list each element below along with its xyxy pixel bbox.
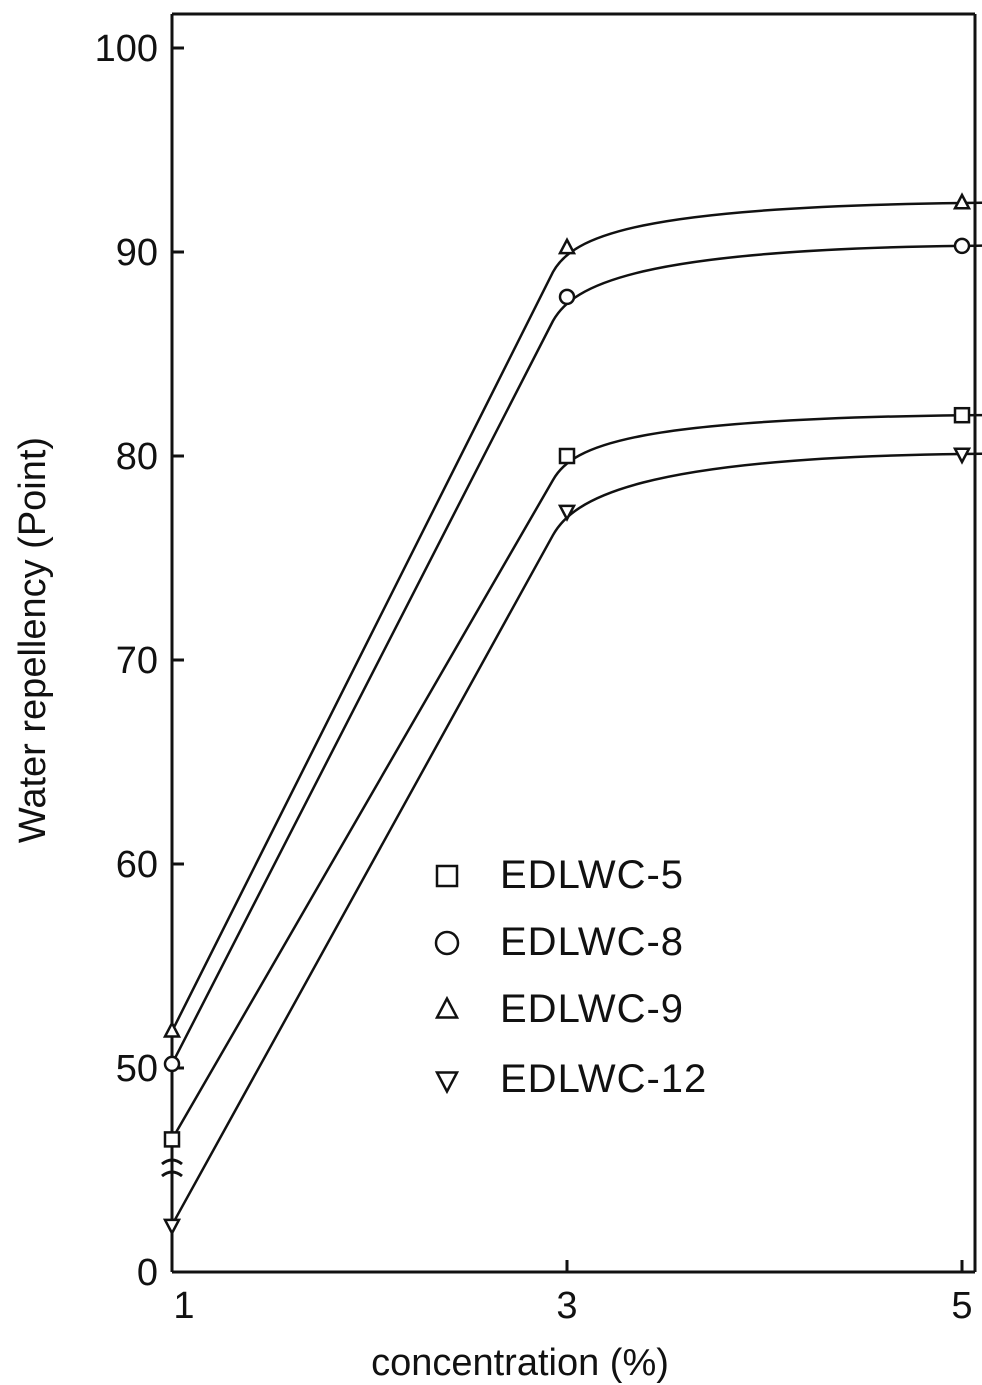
legend-marker: [434, 930, 460, 956]
y-tick-label: 100: [95, 28, 158, 70]
legend-label: EDLWC-5: [500, 853, 684, 897]
series-layer: [162, 192, 982, 1236]
legend: EDLWC-5 EDLWC-8 EDLWC-9 EDLWC-12: [434, 853, 707, 1101]
data-point: [163, 1131, 181, 1148]
series-edlwc-8: [163, 237, 982, 1073]
series-line: [170, 452, 982, 1226]
data-point: [557, 504, 577, 522]
data-point: [953, 406, 971, 424]
data-point: [558, 288, 576, 306]
legend-label: EDLWC-12: [500, 1057, 707, 1101]
legend-label: EDLWC-9: [500, 987, 684, 1031]
y-tick-label: 0: [137, 1252, 158, 1294]
y-axis-title: Water repellency (Point): [12, 437, 54, 843]
data-point: [162, 1218, 182, 1236]
y-tick-label: 90: [116, 232, 158, 274]
data-point: [558, 447, 576, 465]
x-tick-label: 1: [173, 1285, 194, 1327]
x-tick-label: 5: [951, 1285, 972, 1327]
y-tick-label: 80: [116, 436, 158, 478]
legend-label: EDLWC-8: [500, 920, 684, 964]
y-tick-label: 60: [116, 844, 158, 886]
legend-marker: [434, 1071, 460, 1095]
data-point: [162, 1020, 182, 1038]
legend-marker: [434, 995, 460, 1019]
legend-marker: [435, 864, 459, 888]
axis-break-mark: [161, 1158, 183, 1178]
data-point: [952, 447, 972, 465]
data-point: [953, 237, 971, 255]
data-point: [952, 192, 972, 210]
series-edlwc-5: [163, 406, 982, 1148]
y-tick-label: 70: [116, 640, 158, 682]
series-edlwc-12: [162, 447, 982, 1236]
data-point: [163, 1055, 181, 1073]
axis-ticks: 1357905060708090100: [95, 28, 973, 1327]
x-tick-label: 3: [556, 1285, 577, 1327]
series-edlwc-9: [162, 192, 982, 1038]
series-line: [170, 201, 982, 1032]
data-point: [557, 237, 577, 255]
y-tick-label: 50: [116, 1048, 158, 1090]
x-axis-title: concentration (%): [371, 1342, 669, 1384]
